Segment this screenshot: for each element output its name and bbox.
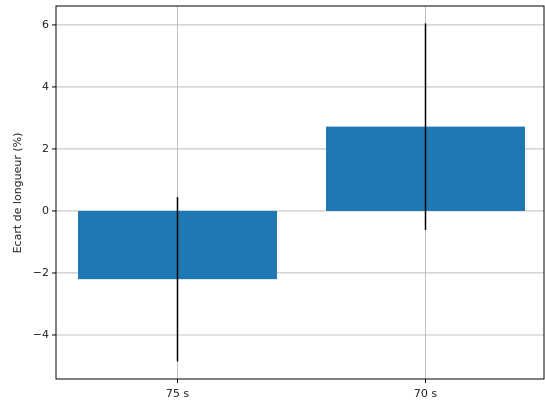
y-tick-label: 0 bbox=[42, 204, 49, 217]
y-tick-label: −2 bbox=[33, 266, 49, 279]
y-tick-label: 2 bbox=[42, 142, 49, 155]
y-tick-label: −4 bbox=[33, 328, 49, 341]
y-tick-label: 6 bbox=[42, 18, 49, 31]
plot-frame bbox=[55, 5, 545, 380]
y-axis-label: Ecart de longueur (%) bbox=[11, 133, 24, 254]
y-tick-label: 4 bbox=[42, 80, 49, 93]
x-tick-label: 70 s bbox=[414, 387, 437, 400]
x-tick-label: 75 s bbox=[166, 387, 189, 400]
